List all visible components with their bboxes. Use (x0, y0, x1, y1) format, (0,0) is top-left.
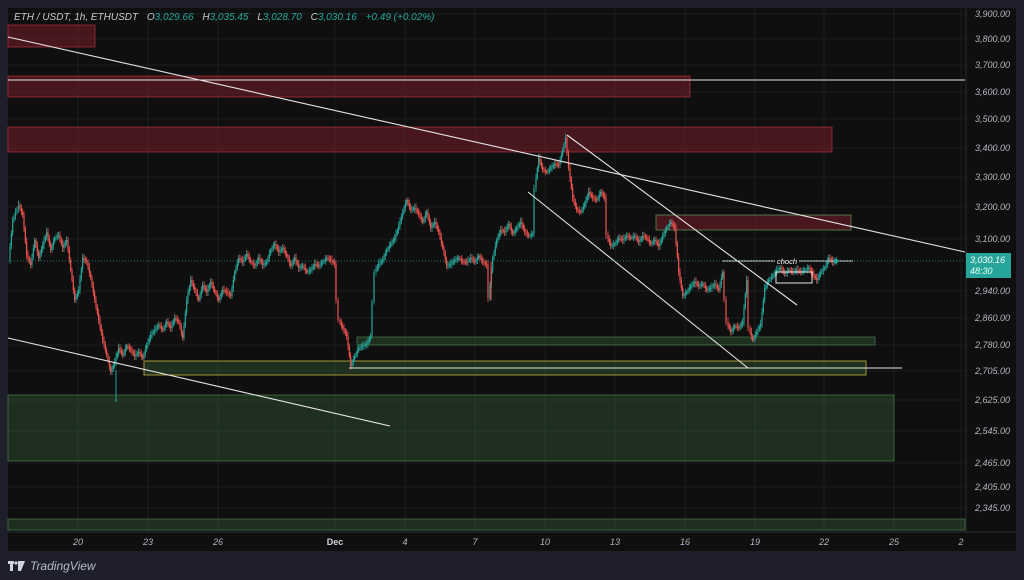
low-label: L (257, 12, 263, 23)
open-value: 3,029.66 (154, 12, 194, 23)
time-tick-label: 2 (957, 537, 963, 547)
supply-zone (655, 214, 852, 231)
time-tick-label: 26 (212, 537, 223, 547)
time-tick-label: 23 (142, 537, 153, 547)
time-tick-label: Dec (327, 537, 344, 547)
choch-label: choch (777, 257, 797, 266)
brand-name: TradingView (30, 559, 96, 573)
price-tick-label: 3,300.00 (975, 172, 1010, 182)
trendlines: choch (7, 36, 966, 427)
high-value: 3,035.45 (209, 12, 249, 23)
trendline (7, 36, 966, 253)
high-label: H (202, 12, 210, 23)
trendline (7, 337, 391, 427)
supply-demand-zones (7, 24, 966, 531)
price-tick-label: 2,625.00 (974, 395, 1010, 405)
price-tick-label: 2,705.00 (974, 366, 1010, 376)
time-axis[interactable]: 20 23 26 Dec 4 7 10 13 16 19 22 25 2 (8, 531, 1016, 547)
close-value: 3,030.16 (317, 12, 357, 23)
time-tick-label: 25 (888, 537, 900, 547)
candlestick-series (9, 133, 838, 402)
time-tick-label: 16 (680, 537, 690, 547)
tradingview-footer[interactable]: TradingView (8, 555, 96, 577)
price-tick-label: 2,545.00 (974, 426, 1010, 436)
price-tick-label: 3,500.00 (975, 114, 1010, 124)
low-value: 3,028.70 (262, 12, 302, 23)
open-label: O (146, 12, 155, 23)
time-tick-label: 19 (750, 537, 760, 547)
symbol-title: ETH / USDT, 1h, ETHUSDT (14, 12, 139, 23)
range-box (775, 271, 813, 284)
trendline (566, 134, 798, 306)
close-label: C (310, 12, 318, 23)
time-tick-label: 7 (472, 537, 478, 547)
supply-zone (7, 24, 96, 48)
last-price-dot (833, 258, 839, 264)
price-tick-label: 3,200.00 (975, 202, 1010, 212)
price-tick-label: 2,345.00 (974, 503, 1010, 513)
price-tick-label: 2,465.00 (974, 458, 1010, 468)
price-tick-label: 3,700.00 (975, 60, 1010, 70)
price-tick-label: 2,780.00 (974, 340, 1010, 350)
supply-zone (7, 126, 833, 153)
demand-zone (7, 394, 895, 462)
price-tag-countdown: 48:30 (970, 266, 993, 276)
price-tick-label: 2,860.00 (974, 313, 1010, 323)
price-tag-value: 3,030.16 (970, 255, 1005, 265)
price-tick-label: 2,940.00 (974, 286, 1010, 296)
supply-zone (7, 75, 691, 98)
time-tick-label: 22 (818, 537, 829, 547)
symbol-legend: ETH / USDT, 1h, ETHUSDT O3,029.66 H3,035… (14, 12, 435, 23)
price-tick-label: 3,900.00 (975, 9, 1010, 19)
price-tick-label: 2,405.00 (974, 482, 1010, 492)
price-tick-label: 3,100.00 (975, 234, 1010, 244)
tradingview-logo-icon (8, 561, 25, 571)
trendline (527, 191, 749, 369)
price-tag-box (966, 253, 1011, 278)
price-tick-label: 3,600.00 (975, 87, 1010, 97)
price-tick-label: 3,800.00 (975, 34, 1010, 44)
time-tick-label: 13 (610, 537, 620, 547)
demand-zone (356, 336, 876, 346)
price-tick-label: 3,400.00 (975, 143, 1010, 153)
change-value: +0.49 (+0.02%) (365, 12, 435, 23)
demand-zone (7, 518, 966, 531)
time-tick-label: 20 (72, 537, 83, 547)
time-tick-label: 10 (540, 537, 550, 547)
time-tick-label: 4 (402, 537, 407, 547)
